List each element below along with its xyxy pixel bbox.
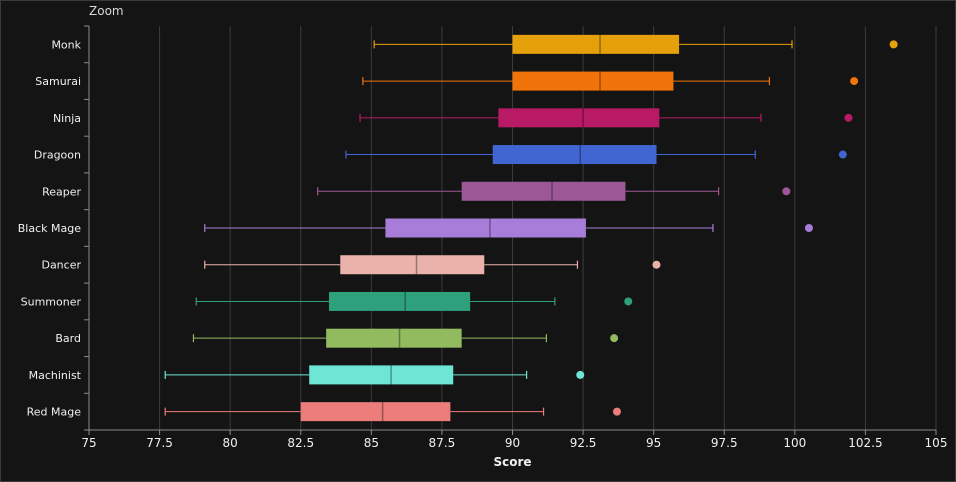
iqr-box[interactable] bbox=[300, 402, 451, 422]
x-tick-label: 80 bbox=[223, 436, 238, 450]
box-dragoon[interactable] bbox=[345, 145, 847, 165]
outlier-point[interactable] bbox=[844, 113, 853, 122]
category-label: Monk bbox=[51, 38, 81, 51]
iqr-box[interactable] bbox=[326, 328, 462, 348]
x-tick-label: 82.5 bbox=[287, 436, 314, 450]
outlier-point[interactable] bbox=[612, 407, 621, 416]
x-tick-label: 90 bbox=[505, 436, 520, 450]
x-tick-label: 75 bbox=[81, 436, 96, 450]
category-label: Machinist bbox=[29, 369, 82, 382]
outlier-point[interactable] bbox=[576, 370, 585, 379]
box-samurai[interactable] bbox=[362, 71, 859, 91]
box-dancer[interactable] bbox=[204, 255, 661, 275]
outlier-point[interactable] bbox=[624, 297, 633, 306]
category-label: Ninja bbox=[53, 112, 81, 125]
box-black-mage[interactable] bbox=[204, 218, 813, 238]
x-tick-label: 77.5 bbox=[146, 436, 173, 450]
box-red-mage[interactable] bbox=[164, 402, 621, 422]
iqr-box[interactable] bbox=[309, 365, 454, 385]
outlier-point[interactable] bbox=[838, 150, 847, 159]
iqr-box[interactable] bbox=[492, 145, 657, 165]
box-reaper[interactable] bbox=[317, 181, 791, 201]
box-ninja[interactable] bbox=[359, 108, 853, 128]
category-label: Summoner bbox=[21, 295, 82, 308]
x-tick-label: 102.5 bbox=[848, 436, 882, 450]
box-monk[interactable] bbox=[373, 34, 898, 54]
x-tick-label: 87.5 bbox=[429, 436, 456, 450]
box-machinist[interactable] bbox=[164, 365, 585, 385]
outlier-point[interactable] bbox=[782, 187, 791, 196]
iqr-box[interactable] bbox=[498, 108, 660, 128]
outlier-point[interactable] bbox=[610, 334, 619, 343]
x-axis-title: Score bbox=[493, 455, 531, 469]
category-label: Black Mage bbox=[18, 222, 81, 235]
outlier-point[interactable] bbox=[652, 260, 661, 269]
x-tick-label: 97.5 bbox=[711, 436, 738, 450]
box-summoner[interactable] bbox=[195, 291, 633, 311]
iqr-box[interactable] bbox=[461, 181, 626, 201]
outlier-point[interactable] bbox=[889, 40, 898, 49]
category-label: Reaper bbox=[42, 185, 81, 198]
x-axis: 75 77.5 80 82.5 85 87.5 90 92.5 95 97.5 100 102.5 10… bbox=[81, 429, 948, 450]
x-tick-label: 92.5 bbox=[570, 436, 597, 450]
category-label: Dancer bbox=[41, 259, 81, 272]
x-tick-label: 100 bbox=[783, 436, 806, 450]
category-label: Red Mage bbox=[27, 406, 82, 419]
zoom-button[interactable]: Zoom bbox=[89, 4, 124, 18]
category-labels: Monk Samurai Ninja Dragoon Reaper Black Mage D… bbox=[18, 38, 82, 418]
box-bard[interactable] bbox=[192, 328, 619, 348]
category-label: Dragoon bbox=[34, 149, 81, 162]
x-tick-label: 105 bbox=[925, 436, 948, 450]
outlier-point[interactable] bbox=[850, 77, 859, 86]
x-tick-label: 95 bbox=[646, 436, 661, 450]
iqr-box[interactable] bbox=[385, 218, 586, 238]
outlier-point[interactable] bbox=[804, 224, 813, 232]
boxes[interactable] bbox=[164, 34, 898, 422]
category-label: Bard bbox=[55, 332, 81, 345]
iqr-box[interactable] bbox=[328, 291, 471, 311]
iqr-box[interactable] bbox=[512, 71, 674, 91]
x-tick-label: 85 bbox=[364, 436, 379, 450]
category-label: Samurai bbox=[35, 75, 81, 88]
iqr-box[interactable] bbox=[512, 34, 680, 54]
iqr-box[interactable] bbox=[340, 255, 485, 275]
